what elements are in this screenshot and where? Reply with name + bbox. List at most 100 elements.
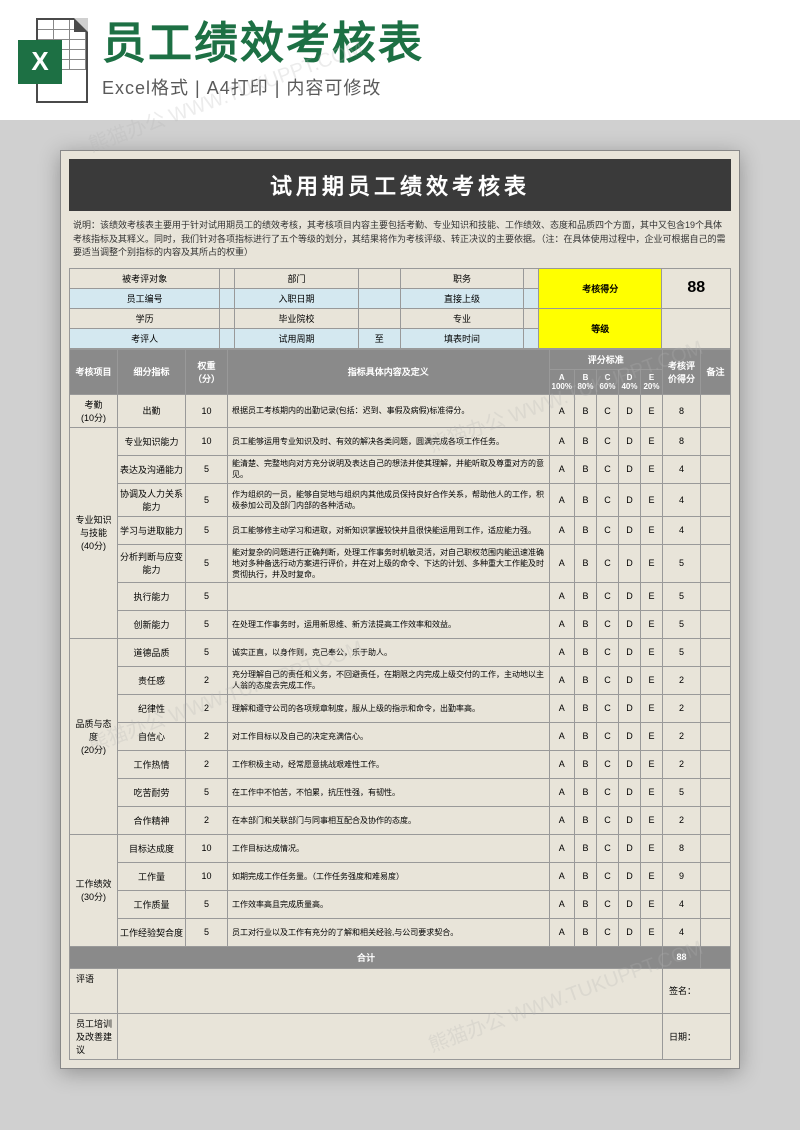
weight-cell: 5 <box>186 516 228 544</box>
grade-cell: A <box>549 750 574 778</box>
col-weight: 权重（分） <box>186 349 228 394</box>
desc-cell: 工作目标达成情况。 <box>228 834 550 862</box>
table-row: 表达及沟通能力5能清楚、完整地向对方充分说明及表达自己的想法并使其理解，并能听取… <box>70 455 731 483</box>
remark-cell <box>701 638 731 666</box>
desc-cell: 在处理工作事务时，运用新思维、新方法提高工作效率和效益。 <box>228 610 550 638</box>
grade-cell: D <box>619 544 641 582</box>
col-score: 考核评价得分 <box>663 349 701 394</box>
lbl-supervisor: 直接上级 <box>400 288 523 308</box>
weight-cell: 5 <box>186 483 228 516</box>
doc-title: 试用期员工绩效考核表 <box>69 159 731 211</box>
desc-cell: 工作积极主动，经常愿意挑战艰难性工作。 <box>228 750 550 778</box>
lbl-date: 日期： <box>663 1013 731 1059</box>
lbl-empno: 员工编号 <box>70 288 220 308</box>
indicator-cell: 工作量 <box>118 862 186 890</box>
indicator-cell: 创新能力 <box>118 610 186 638</box>
template-header: X 员工绩效考核表 Excel格式 | A4打印 | 内容可修改 <box>0 0 800 120</box>
grade-cell: C <box>597 544 619 582</box>
grade-cell: A <box>549 862 574 890</box>
grade-cell: E <box>641 582 663 610</box>
weight-cell: 5 <box>186 544 228 582</box>
weight-cell: 2 <box>186 750 228 778</box>
remark-cell <box>701 778 731 806</box>
indicator-cell: 合作精神 <box>118 806 186 834</box>
grade-cell: A <box>549 918 574 946</box>
score-cell: 4 <box>663 516 701 544</box>
grade-cell: B <box>575 806 597 834</box>
indicator-cell: 工作热情 <box>118 750 186 778</box>
remark-cell <box>701 455 731 483</box>
indicator-cell: 专业知识能力 <box>118 427 186 455</box>
category-cell: 工作绩效 (30分) <box>70 834 118 946</box>
grade-cell: C <box>597 666 619 694</box>
score-cell: 2 <box>663 806 701 834</box>
desc-cell: 工作效率高且完成质量高。 <box>228 890 550 918</box>
grade-cell: D <box>619 483 641 516</box>
score-cell: 4 <box>663 483 701 516</box>
indicator-cell: 目标达成度 <box>118 834 186 862</box>
lbl-position: 职务 <box>400 268 523 288</box>
table-row: 合作精神2在本部门和关联部门与同事相互配合及协作的态度。ABCDE2 <box>70 806 731 834</box>
grade-cell: B <box>575 918 597 946</box>
desc-cell: 如期完成工作任务量。（工作任务强度和难易度） <box>228 862 550 890</box>
grade-cell: E <box>641 778 663 806</box>
weight-cell: 10 <box>186 834 228 862</box>
desc-cell: 在本部门和关联部门与同事相互配合及协作的态度。 <box>228 806 550 834</box>
indicator-cell: 协调及人力关系能力 <box>118 483 186 516</box>
remark-cell <box>701 862 731 890</box>
desc-cell: 对工作目标以及自己的决定充满信心。 <box>228 722 550 750</box>
weight-cell: 2 <box>186 806 228 834</box>
grade-value <box>662 308 731 348</box>
lbl-score: 考核得分 <box>539 268 662 308</box>
desc-cell: 充分理解自己的责任和义务，不回避责任，在期限之内完成上级交付的工作，主动地以主人… <box>228 666 550 694</box>
remark-cell <box>701 610 731 638</box>
weight-cell: 5 <box>186 582 228 610</box>
lbl-edu: 学历 <box>70 308 220 328</box>
grade-cell: D <box>619 806 641 834</box>
table-row: 自信心2对工作目标以及自己的决定充满信心。ABCDE2 <box>70 722 731 750</box>
indicator-cell: 自信心 <box>118 722 186 750</box>
score-cell: 5 <box>663 582 701 610</box>
weight-cell: 5 <box>186 778 228 806</box>
page-title: 员工绩效考核表 <box>102 20 782 68</box>
grade-cell: E <box>641 610 663 638</box>
grade-cell: C <box>597 750 619 778</box>
col-remark: 备注 <box>701 349 731 394</box>
grade-cell: A <box>549 666 574 694</box>
score-cell: 2 <box>663 722 701 750</box>
grade-cell: B <box>575 666 597 694</box>
table-row: 创新能力5在处理工作事务时，运用新思维、新方法提高工作效率和效益。ABCDE5 <box>70 610 731 638</box>
table-row: 专业知识与技能 (40分)专业知识能力10员工能够运用专业知识及时、有效的解决各… <box>70 427 731 455</box>
grade-cell: A <box>549 890 574 918</box>
grade-cell: D <box>619 778 641 806</box>
table-row: 工作绩效 (30分)目标达成度10工作目标达成情况。ABCDE8 <box>70 834 731 862</box>
grade-cell: A <box>549 694 574 722</box>
grade-cell: D <box>619 427 641 455</box>
grade-cell: D <box>619 666 641 694</box>
indicator-cell: 工作经验契合度 <box>118 918 186 946</box>
remark-cell <box>701 516 731 544</box>
grade-cell: E <box>641 638 663 666</box>
grade-cell: E <box>641 427 663 455</box>
weight-cell: 2 <box>186 666 228 694</box>
grade-cell: E <box>641 834 663 862</box>
grade-cell: D <box>619 582 641 610</box>
weight-cell: 10 <box>186 427 228 455</box>
grade-cell: B <box>575 582 597 610</box>
document-preview: 试用期员工绩效考核表 说明：该绩效考核表主要用于针对试用期员工的绩效考核，其考核… <box>60 150 740 1069</box>
grade-cell: D <box>619 394 641 427</box>
score-cell: 2 <box>663 694 701 722</box>
grade-cell: E <box>641 890 663 918</box>
weight-cell: 2 <box>186 694 228 722</box>
table-row: 工作质量5工作效率高且完成质量高。ABCDE4 <box>70 890 731 918</box>
info-table: 被考评对象 部门 职务 考核得分 88 员工编号 入职日期 直接上级 学历 毕业… <box>69 268 731 349</box>
assessment-table: 考核项目 细分指标 权重（分） 指标具体内容及定义 评分标准 考核评价得分 备注… <box>69 349 731 1060</box>
grade-cell: E <box>641 918 663 946</box>
category-cell: 品质与态度 (20分) <box>70 638 118 834</box>
remark-cell <box>701 750 731 778</box>
total-label: 合计 <box>70 946 663 968</box>
score-cell: 8 <box>663 394 701 427</box>
grade-cell: C <box>597 694 619 722</box>
weight-cell: 5 <box>186 610 228 638</box>
grade-cell: D <box>619 722 641 750</box>
